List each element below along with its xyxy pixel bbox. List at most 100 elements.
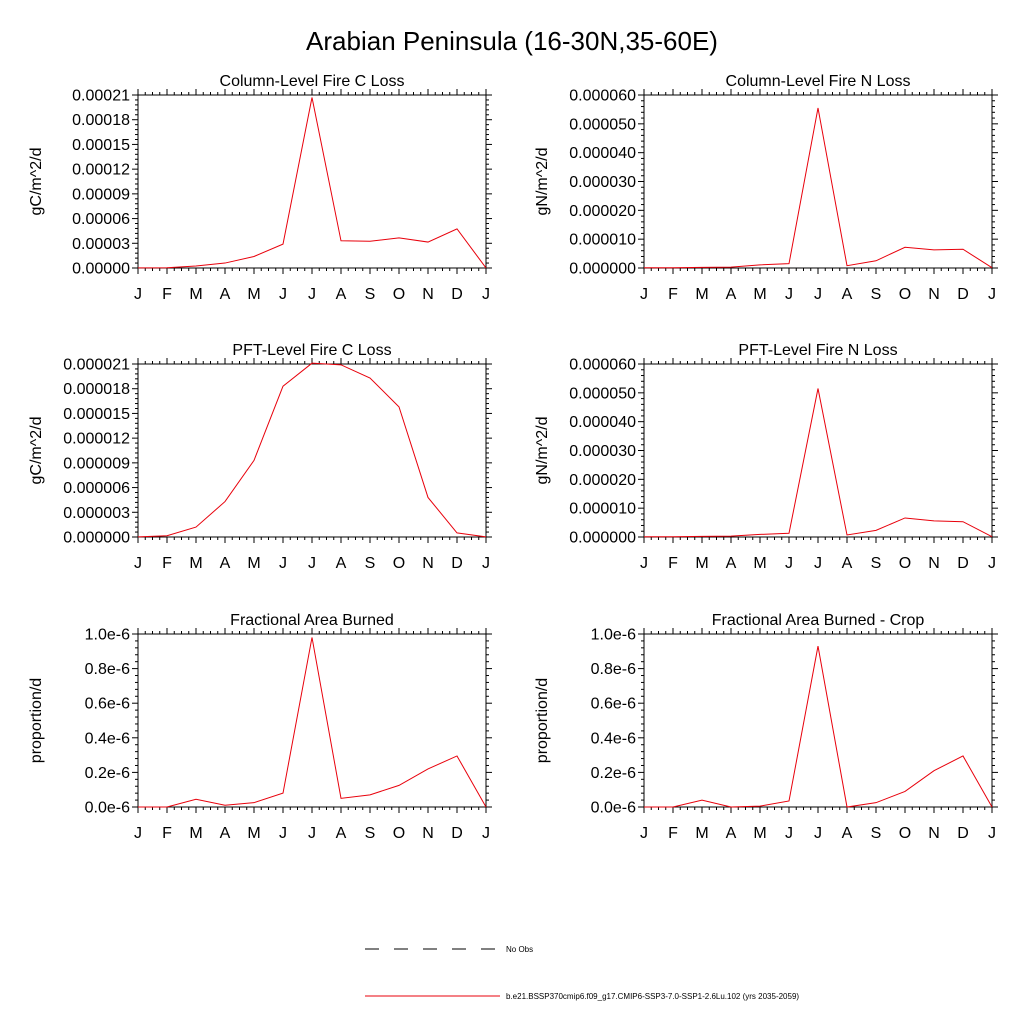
- y-tick-label: 0.000050: [569, 385, 636, 402]
- x-tick-label: D: [451, 555, 463, 572]
- y-axis-label: gC/m^2/d: [28, 148, 45, 216]
- legend: No Obs b.e21.BSSP370cmip6.f09_g17.CMIP6-S…: [365, 945, 799, 1001]
- y-tick-label: 0.000021: [63, 357, 130, 374]
- y-tick-label: 0.00000: [72, 261, 130, 278]
- y-tick-label: 0.000006: [63, 480, 130, 497]
- x-tick-label: J: [482, 825, 490, 842]
- y-tick-label: 0.000010: [569, 232, 636, 249]
- x-tick-label: J: [988, 286, 996, 303]
- x-tick-label: J: [785, 286, 793, 303]
- x-tick-label: J: [134, 825, 142, 842]
- x-tick-label: M: [189, 825, 202, 842]
- x-tick-label: J: [308, 286, 316, 303]
- x-tick-label: M: [753, 555, 766, 572]
- y-tick-label: 0.00012: [72, 162, 130, 179]
- x-tick-label: A: [726, 555, 737, 572]
- panel-title: Fractional Area Burned: [230, 612, 394, 629]
- x-tick-label: S: [365, 555, 376, 572]
- y-tick-label: 0.0e-6: [591, 800, 636, 817]
- y-tick-label: 0.000012: [63, 431, 130, 448]
- y-tick-label: 0.000040: [569, 145, 636, 162]
- y-tick-label: 0.000020: [569, 472, 636, 489]
- x-tick-label: J: [785, 825, 793, 842]
- x-tick-label: O: [899, 555, 911, 572]
- x-tick-label: M: [189, 286, 202, 303]
- y-axis-label: gN/m^2/d: [534, 148, 551, 216]
- x-tick-label: J: [134, 555, 142, 572]
- y-axis-label: gN/m^2/d: [534, 417, 551, 485]
- y-tick-label: 0.6e-6: [591, 696, 636, 713]
- legend-model-label: b.e21.BSSP370cmip6.f09_g17.CMIP6-SSP3-7.…: [506, 992, 799, 1001]
- x-tick-label: S: [365, 825, 376, 842]
- x-tick-label: N: [928, 825, 940, 842]
- series-line: [644, 388, 993, 538]
- x-tick-label: F: [162, 825, 172, 842]
- y-tick-label: 0.000000: [63, 530, 130, 547]
- y-tick-label: 0.0e-6: [85, 800, 130, 817]
- x-tick-label: D: [957, 286, 969, 303]
- x-tick-label: S: [871, 286, 882, 303]
- y-tick-label: 0.000010: [569, 501, 636, 518]
- y-tick-label: 0.000003: [63, 505, 130, 522]
- y-tick-label: 0.00018: [72, 112, 130, 129]
- x-tick-label: A: [726, 825, 737, 842]
- x-tick-label: A: [336, 286, 347, 303]
- x-tick-label: A: [842, 286, 853, 303]
- y-tick-label: 0.000040: [569, 414, 636, 431]
- plot-frame: [643, 94, 993, 269]
- x-tick-label: F: [162, 555, 172, 572]
- y-tick-label: 0.2e-6: [85, 765, 130, 782]
- series-line: [138, 637, 487, 808]
- panel-title: Fractional Area Burned - Crop: [712, 612, 925, 629]
- x-tick-label: S: [365, 286, 376, 303]
- series-line: [644, 107, 993, 269]
- x-tick-label: N: [422, 825, 434, 842]
- x-tick-label: F: [162, 286, 172, 303]
- x-tick-label: M: [695, 825, 708, 842]
- figure-title: Arabian Peninsula (16-30N,35-60E): [306, 26, 718, 56]
- x-tick-label: J: [814, 825, 822, 842]
- y-tick-label: 0.000015: [63, 406, 130, 423]
- y-tick-label: 0.4e-6: [591, 730, 636, 747]
- x-tick-label: D: [451, 825, 463, 842]
- legend-obs-label: No Obs: [506, 945, 533, 954]
- y-axis-label: proportion/d: [534, 678, 551, 763]
- x-tick-label: A: [842, 555, 853, 572]
- x-tick-label: J: [640, 286, 648, 303]
- x-tick-label: D: [451, 286, 463, 303]
- y-tick-label: 0.2e-6: [591, 765, 636, 782]
- x-tick-label: N: [422, 555, 434, 572]
- y-tick-label: 0.4e-6: [85, 730, 130, 747]
- plot-frame: [137, 363, 487, 538]
- x-tick-label: M: [247, 555, 260, 572]
- x-tick-label: A: [336, 555, 347, 572]
- x-tick-label: M: [753, 286, 766, 303]
- x-tick-label: J: [308, 555, 316, 572]
- y-tick-label: 0.000050: [569, 116, 636, 133]
- panel-title: PFT-Level Fire N Loss: [738, 342, 897, 359]
- x-tick-label: F: [668, 825, 678, 842]
- y-tick-label: 1.0e-6: [591, 627, 636, 644]
- x-tick-label: O: [393, 286, 405, 303]
- panel-title: PFT-Level Fire C Loss: [232, 342, 391, 359]
- x-tick-label: J: [279, 555, 287, 572]
- x-tick-label: M: [247, 286, 260, 303]
- y-tick-label: 0.000030: [569, 174, 636, 191]
- x-tick-label: J: [640, 825, 648, 842]
- x-tick-label: F: [668, 286, 678, 303]
- y-tick-label: 0.8e-6: [85, 661, 130, 678]
- x-tick-label: A: [220, 286, 231, 303]
- x-tick-label: A: [220, 825, 231, 842]
- x-tick-label: O: [393, 825, 405, 842]
- x-tick-label: N: [928, 555, 940, 572]
- x-tick-label: A: [336, 825, 347, 842]
- x-tick-label: M: [189, 555, 202, 572]
- x-tick-label: N: [928, 286, 940, 303]
- y-tick-label: 0.000020: [569, 203, 636, 220]
- x-tick-label: A: [726, 286, 737, 303]
